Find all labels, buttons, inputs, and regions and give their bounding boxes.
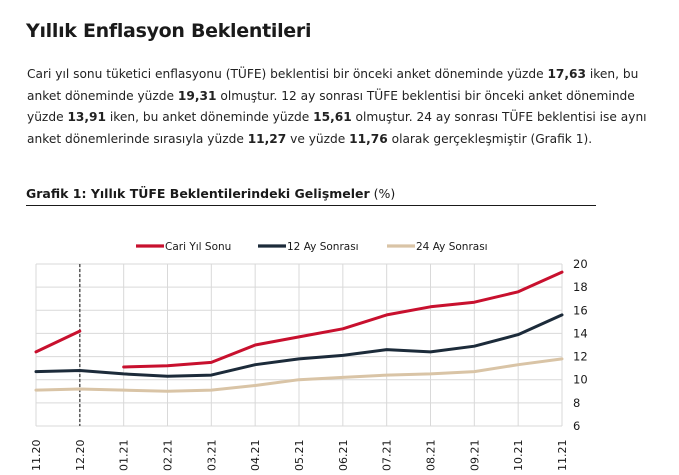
x-tick-label: 12.20 [74,440,87,472]
para-value-1: 17,63 [547,67,587,81]
para-value-3: 13,91 [67,110,107,124]
y-tick-label: 18 [573,280,588,294]
summary-paragraph: Cari yıl sonu tüketici enflasyonu (TÜFE)… [27,64,652,150]
x-tick-label: 01.21 [118,440,131,472]
y-tick-label: 10 [573,373,588,387]
para-value-4: 15,61 [313,110,352,124]
y-tick-label: 12 [573,350,588,364]
para-value-5: 11,27 [247,131,287,146]
para-value-6: 11,76 [349,131,388,146]
series-line [34,357,564,393]
para-text-4: iken, bu anket döneminde yüzde [106,110,314,124]
chart-title-unit: (%) [369,186,396,201]
page-title: Yıllık Enflasyon Beklentileri [26,20,312,42]
x-tick-label: 11.20 [30,440,43,472]
chart-title: Grafik 1: Yıllık TÜFE Beklentilerindeki … [26,186,395,201]
x-tick-label: 07.21 [381,440,394,472]
y-tick-label: 20 [573,257,588,271]
para-text-5: olmuştur. 24 ay sonrası TÜFE beklentisi … [27,110,647,146]
legend-label: 24 Ay Sonrası [416,241,488,253]
series-line [34,329,82,354]
y-tick-label: 16 [573,303,588,317]
para-text-6: ve yüzde [286,131,350,146]
para-text-7: olarak gerçekleşmiştir (Grafik 1). [387,131,593,146]
para-text-3: olmuştur. 12 ay sonrası TÜFE beklentisi … [27,88,635,125]
y-tick-label: 14 [573,326,588,340]
x-tick-label: 04.21 [249,440,262,472]
x-tick-label: 11.21 [556,440,569,472]
legend-label: 12 Ay Sonrası [287,241,359,253]
chart-title-main: Grafik 1: Yıllık TÜFE Beklentilerindeki … [26,186,370,201]
x-tick-label: 02.21 [162,440,175,472]
para-text-1: Cari yıl sonu tüketici enflasyonu (TÜFE)… [27,67,548,81]
y-tick-label: 8 [573,396,580,410]
x-tick-label: 03.21 [205,440,218,472]
legend-label: Cari Yıl Sonu [165,241,231,253]
chart-title-rule [26,205,596,206]
x-tick-label: 05.21 [293,440,306,472]
para-value-2: 19,31 [177,88,217,103]
line-chart: 6 8 10 12 14 16 18 20 11.20 12.20 01.21 02.21 03.21 0… [30,241,588,472]
para-text-2: iken, bu anket döneminde yüzde [27,67,639,103]
series-line [34,313,564,378]
x-tick-label: 10.21 [512,440,525,472]
y-tick-label: 6 [573,419,580,433]
x-tick-label: 09.21 [468,440,481,472]
x-tick-label: 06.21 [337,440,350,472]
series-line [122,270,564,369]
x-tick-label: 08.21 [425,440,438,472]
